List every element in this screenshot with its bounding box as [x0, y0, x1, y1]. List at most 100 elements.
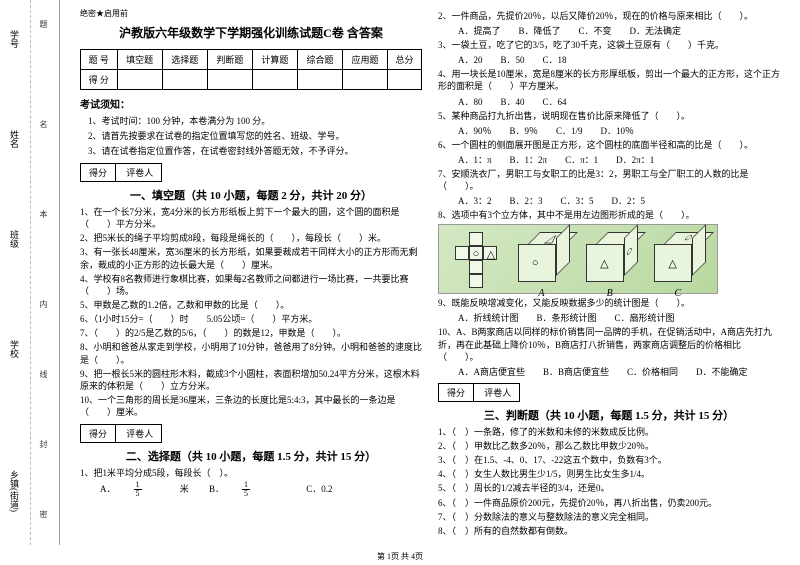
o: A．A商店便宜些 — [458, 367, 525, 377]
s3q6: 6、（ ）一件商品原价200元，先提价20％，再八折出售，仍卖200元。 — [438, 497, 780, 509]
sub-score-label: 得分 — [81, 164, 116, 181]
o: C．π：1 — [565, 155, 598, 165]
binding-margin: 学号 姓名 班级 学校 乡镇(街道) 题 名 本 内 线 封 密 — [0, 0, 60, 545]
cube-c: ○ △ C — [650, 232, 705, 287]
sec3-head: 三、判断题（共 10 小题，每题 1.5 分，共计 15 分） — [438, 407, 780, 423]
s3q5: 5、（ ）周长的1/2减去半径的3/4，还是0。 — [438, 482, 780, 494]
margin-label-town: 乡镇(街道) — [8, 470, 21, 512]
o: A．80 — [458, 97, 483, 107]
cube-net: ○ △ — [451, 232, 501, 287]
s2q10-opts: A．A商店便宜些B．B商店便宜些C．价格相同D．不能确定 — [438, 365, 780, 378]
cube-figure: ○ △ △ ○ A ○ △ B ○ △ C — [438, 224, 718, 294]
opt-a: A．15 米 — [100, 484, 189, 494]
o: C．3：5 — [561, 196, 594, 206]
s3q2: 2、（ ）甲数比乙数多20％，那么乙数比甲数少20％。 — [438, 440, 780, 452]
sub-score-label: 得分 — [439, 384, 474, 401]
s3q4: 4、（ ）女生人数比男生少1/5，则男生比女生多1/4。 — [438, 468, 780, 480]
o: D．无法确定 — [630, 26, 682, 36]
sub-score-grader: 评卷人 — [476, 384, 519, 401]
s3q3: 3、（ ）在1.5、-4、0、17、-22这五个数中，负数有3个。 — [438, 454, 780, 466]
th-5: 综合题 — [297, 50, 342, 70]
o: C．价格相同 — [627, 367, 678, 377]
net-sq — [469, 232, 483, 246]
notice-3: 3、请在试卷指定位置作答，在试卷密封线外答题无效，不予评分。 — [80, 144, 422, 157]
o: C．扇形统计图 — [615, 313, 675, 323]
o: C．1/9 — [556, 126, 583, 136]
s1q2: 2、把5米长的绳子平均剪成8段，每段是绳长的（ ），每段长（ ）米。 — [80, 232, 422, 244]
cell — [252, 70, 297, 90]
o: B．1：2π — [510, 155, 548, 165]
cube-label-a: A — [538, 288, 544, 299]
th-3: 判断题 — [207, 50, 252, 70]
s2q1-opts: A．15 米 B．15 C．0.2 — [80, 481, 422, 498]
o: A．20 — [458, 55, 483, 65]
o: B．2：3 — [510, 196, 543, 206]
cell — [297, 70, 342, 90]
dash-line — [30, 0, 31, 545]
th-6: 应用题 — [343, 50, 388, 70]
margin-label-name: 姓名 — [8, 130, 21, 148]
sec2-head: 二、选择题（共 10 小题，每题 1.5 分，共计 15 分） — [80, 448, 422, 464]
cube-front: ○ — [518, 244, 556, 282]
row-score-label: 得 分 — [81, 70, 118, 90]
opt-a-label: A． — [100, 484, 116, 494]
s2q4: 4、用一块长是10厘米，宽是8厘米的长方形厚纸板，剪出一个最大的正方形，这个正方… — [438, 68, 780, 92]
s2q5-opts: A．90％B．9％C．1/9D．10％ — [438, 124, 780, 137]
s3q8: 8、（ ）所有的自然数都有倒数。 — [438, 525, 780, 537]
s2q7-opts: A．3：2B．2：3C．3：5D．2：5 — [438, 194, 780, 207]
sub-score-box-2: 得分 评卷人 — [80, 424, 162, 443]
cube-label-c: C — [675, 288, 682, 299]
margin-label-id: 学号 — [8, 30, 21, 48]
content-area: 绝密★启用前 沪教版六年级数学下学期强化训练试题C卷 含答案 题 号 填空题 选… — [60, 0, 800, 545]
th-num: 题 号 — [81, 50, 118, 70]
o: B．9％ — [510, 126, 539, 136]
cube-front: △ — [654, 244, 692, 282]
s3q7: 7、（ ）分数除法的意义与整数除法的意义完全相同。 — [438, 511, 780, 523]
s2q5: 5、某种商品打九折出售，说明现在售价比原来降低了（ ）。 — [438, 110, 780, 122]
cube-a: △ ○ A — [514, 232, 569, 287]
o: B．50 — [501, 55, 525, 65]
opt-c: C．0.2 — [306, 484, 332, 494]
cube-front: △ — [586, 244, 624, 282]
o: D．不能确定 — [696, 367, 748, 377]
sub-score-label: 得分 — [81, 425, 116, 442]
s1q9: 9、把一根长5米的圆柱形木料，截成3个小圆柱，表面积增加50.24平方分米，这根… — [80, 368, 422, 392]
s1q1: 1、在一个长7分米，宽4分米的长方形纸板上剪下一个最大的圆，这个圆的面积是（ ）… — [80, 206, 422, 230]
o: A．折线统计图 — [458, 313, 519, 323]
sec1-head: 一、填空题（共 10 小题，每题 2 分，共计 20 分） — [80, 187, 422, 203]
o: C．不变 — [579, 26, 612, 36]
s1q10: 10、一个三角形的周长是36厘米，三条边的长度比是5:4:3，其中最长的一条边是… — [80, 394, 422, 418]
score-table: 题 号 填空题 选择题 判断题 计算题 综合题 应用题 总分 得 分 — [80, 49, 422, 90]
net-sq — [469, 274, 483, 288]
s2q10: 10、A、B两家商店以同样的标价销售同一品牌的手机，在促销活动中，A商店先打九折… — [438, 326, 780, 362]
notice-1: 1、考试时间：100 分钟，本卷满分为 100 分。 — [80, 114, 422, 127]
s2q1: 1、把1米平均分成5段，每段长（ ）。 — [80, 467, 422, 479]
o: A．提高了 — [458, 26, 501, 36]
opt-b: B．15 — [209, 484, 286, 494]
side-text-4: 线 — [38, 370, 49, 378]
left-column: 绝密★启用前 沪教版六年级数学下学期强化训练试题C卷 含答案 题 号 填空题 选… — [72, 8, 430, 537]
page-footer: 第 1页 共 4页 — [0, 551, 800, 562]
confidential-mark: 绝密★启用前 — [80, 8, 422, 19]
o: A．90％ — [458, 126, 492, 136]
net-sq: ○ — [469, 246, 483, 260]
sub-score-grader: 评卷人 — [118, 164, 161, 181]
o: D．2：5 — [612, 196, 646, 206]
sub-score-box-1: 得分 评卷人 — [80, 163, 162, 182]
side-text-5: 封 — [38, 440, 49, 448]
notice-2: 2、请首先按要求在试卷的指定位置填写您的姓名、班级、学号。 — [80, 129, 422, 142]
s1q7: 7、（ ）的2/5是乙数的5/6，（ ）的数是12，甲数是（ ）。 — [80, 327, 422, 339]
net-sq — [469, 260, 483, 274]
right-column: 2、一件商品，先提价20％，以后又降价20％，现在的价格与原来相比（ ）。 A．… — [430, 8, 788, 537]
s1q4: 4、学校有8名教师进行象棋比赛，如果每2名教师之间都进行一场比赛，一共要比赛（ … — [80, 273, 422, 297]
margin-label-class: 班级 — [8, 230, 21, 248]
side-text-6: 密 — [38, 510, 49, 518]
o: C．18 — [543, 55, 567, 65]
s1q6: 6、（1小时15分=（ ）时 5.05公顷=（ ）平方米。 — [80, 313, 422, 325]
s2q4-opts: A．80B．40C．64 — [438, 95, 780, 108]
net-sq: △ — [483, 246, 497, 260]
o: C．64 — [543, 97, 567, 107]
margin-label-school: 学校 — [8, 340, 21, 358]
s2q9: 9、既能反映增减变化，又能反映数据多少的统计图是（ ）。 — [438, 297, 780, 309]
s2q2: 2、一件商品，先提价20％，以后又降价20％，现在的价格与原来相比（ ）。 — [438, 10, 780, 22]
